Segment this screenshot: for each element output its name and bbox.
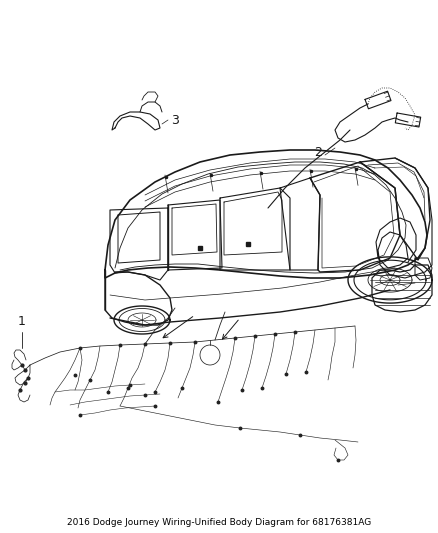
Text: 3: 3	[171, 114, 179, 126]
Text: 1: 1	[18, 315, 26, 328]
Text: 2: 2	[314, 147, 322, 159]
Text: 2016 Dodge Journey Wiring-Unified Body Diagram for 68176381AG: 2016 Dodge Journey Wiring-Unified Body D…	[67, 518, 371, 527]
